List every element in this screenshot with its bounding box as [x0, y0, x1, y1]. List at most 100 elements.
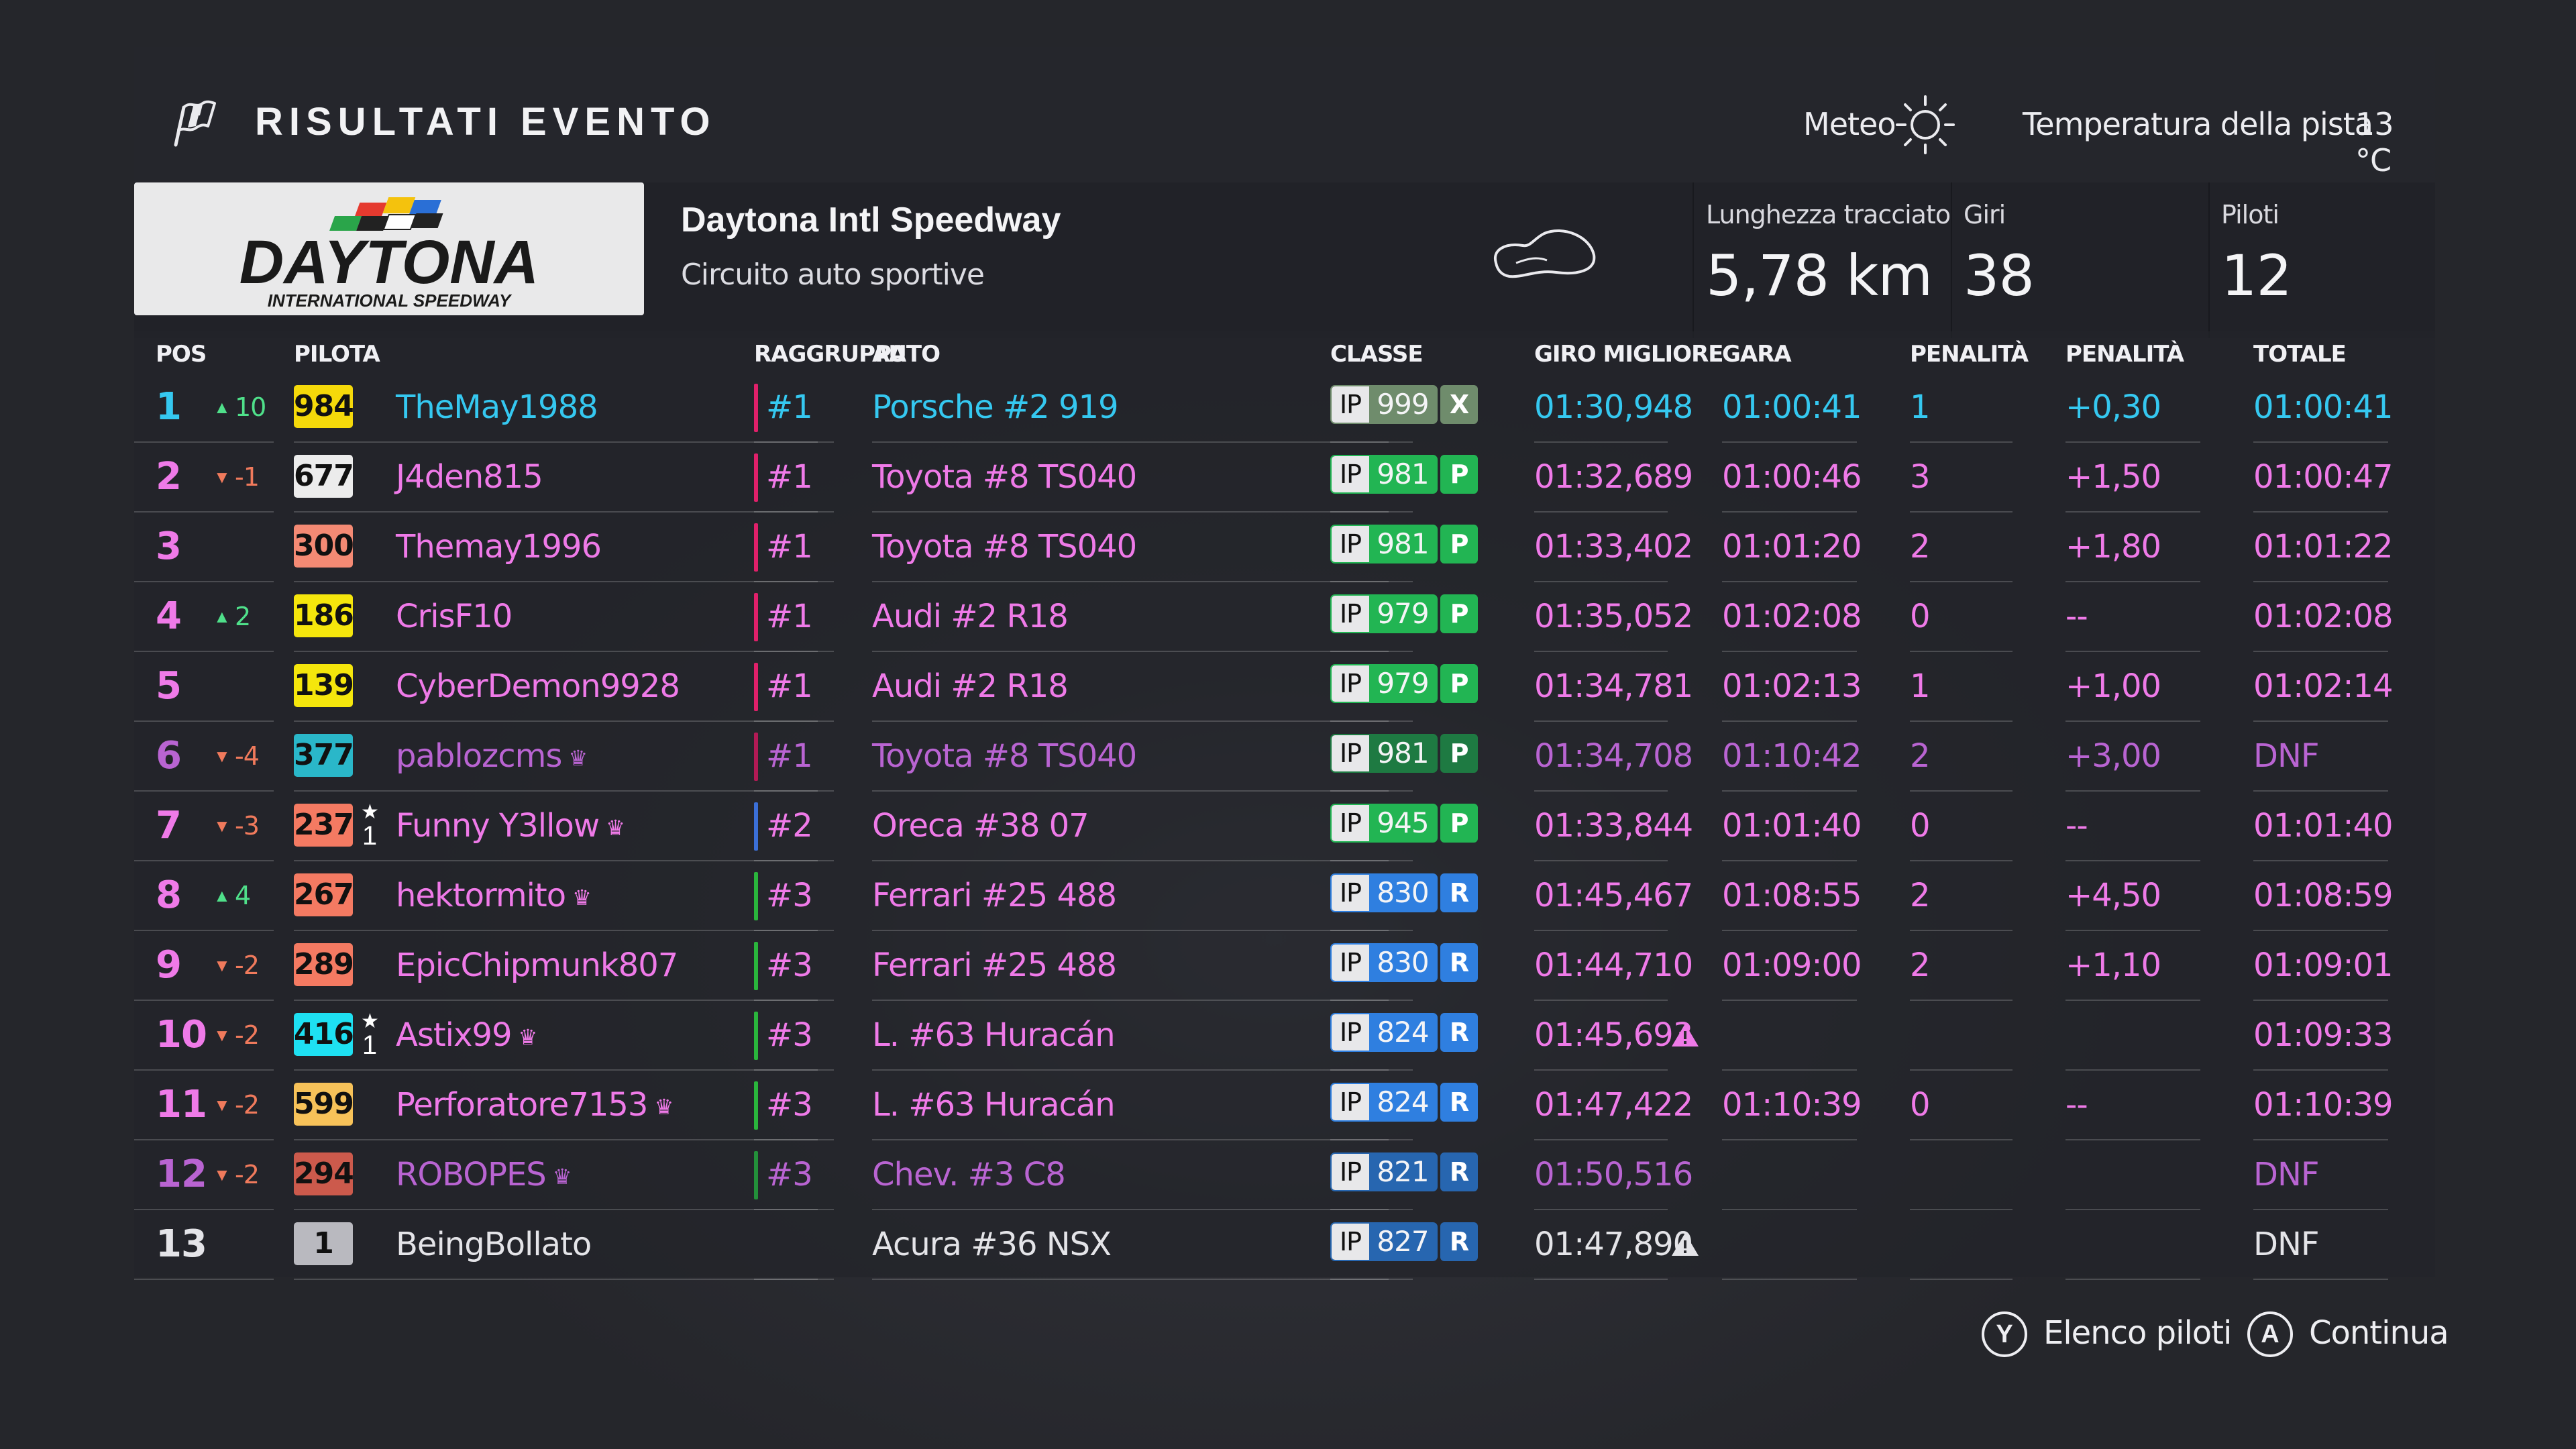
row-divider [1330, 511, 1389, 513]
position-change: -4 [235, 741, 260, 771]
driver-rating-badge: 237 [294, 804, 354, 847]
class-pi-value: 979 [1369, 596, 1436, 632]
driver-name: TheMay1988 [396, 373, 598, 441]
track-name: Daytona Intl Speedway [681, 201, 1061, 239]
group-color-bar [754, 593, 758, 641]
row-divider [1910, 720, 2012, 722]
class-letter: R [1440, 1083, 1478, 1122]
total-time: 01:08:59 [2253, 877, 2394, 914]
track-length-label: Lunghezza tracciato [1706, 200, 1951, 229]
sun-icon [1896, 95, 1955, 154]
row-divider [2253, 581, 2388, 582]
class-badge: IP 824 R [1330, 1083, 1478, 1124]
class-performance-index: IP 827 [1330, 1222, 1438, 1261]
driver-name: ROBOPES ♛ [396, 1140, 572, 1209]
class-pi-value: 979 [1369, 665, 1436, 702]
table-row[interactable]: 7 ▼ -3 237 ★ 1 Funny Y3llow ♛ #2 Oreca #38 07 IP 94… [134, 792, 2435, 861]
row-divider [1330, 1069, 1389, 1071]
class-pi-value: 945 [1369, 805, 1436, 841]
position-up-icon: ▲ [213, 885, 231, 906]
group-color-bar [754, 1012, 758, 1060]
best-lap-time: 01:47,890 [1534, 1226, 1693, 1263]
class-letter: P [1440, 664, 1478, 703]
logo-subtext: INTERNATIONAL SPEEDWAY [268, 290, 513, 311]
row-divider [754, 860, 818, 861]
table-row[interactable]: 8 ▲ 4 267 hektormito ♛ #3 Ferrari #25 488 IP 830 R… [134, 861, 2435, 931]
crown-icon: ♛ [552, 1164, 572, 1189]
driver-rating-badge: 294 [294, 1152, 354, 1195]
table-row[interactable]: 6 ▼ -4 377 pablozcms ♛ #1 Toyota #8 TS040 IP 981 P… [134, 722, 2435, 792]
position-down-icon: ▼ [213, 746, 231, 766]
row-divider [294, 651, 834, 652]
drivers-list-button[interactable]: Y Elenco piloti [1982, 1311, 2232, 1365]
row-divider [134, 720, 274, 722]
column-header-class: CLASSE [1330, 341, 1424, 368]
position-down-icon: ▼ [213, 1025, 231, 1045]
track-info-panel: DAYTONA INTERNATIONAL SPEEDWAY Daytona I… [134, 182, 2435, 338]
penalty-time: -- [2065, 1086, 2088, 1124]
driver-name-text: BeingBollato [396, 1226, 592, 1263]
row-divider [1910, 651, 2012, 652]
driver-name-text: Funny Y3llow [396, 807, 600, 845]
row-divider [1722, 581, 1857, 582]
driver-name-text: TheMay1988 [396, 388, 598, 426]
race-time: 01:01:20 [1722, 528, 1862, 566]
driver-name: Perforatore7153 ♛ [396, 1071, 674, 1139]
row-divider [2253, 651, 2388, 652]
row-divider [1330, 720, 1389, 722]
table-row[interactable]: 5 139 CyberDemon9928 #1 Audi #2 R18 IP 979 P 01:… [134, 652, 2435, 722]
table-row[interactable]: 13 1 BeingBollato Acura #36 NSX IP 827 R 01:47,… [134, 1210, 2435, 1280]
driver-name: pablozcms ♛ [396, 722, 588, 790]
table-row[interactable]: 4 ▲ 2 186 CrisF10 #1 Audi #2 R18 IP 979 P 01:35,05… [134, 582, 2435, 652]
class-ip-label: IP [1332, 526, 1369, 562]
group-number: #3 [766, 1086, 813, 1124]
row-divider [754, 1069, 818, 1071]
row-divider [2065, 511, 2200, 513]
race-time: 01:00:41 [1722, 388, 1862, 426]
table-row[interactable]: 2 ▼ -1 677 J4den815 #1 Toyota #8 TS040 IP 981 P 01… [134, 443, 2435, 513]
row-divider [294, 930, 834, 931]
table-row[interactable]: 3 300 Themay1996 #1 Toyota #8 TS040 IP 981 P 01:… [134, 513, 2435, 582]
position-number: 11 [156, 1083, 207, 1126]
car-name: Ferrari #25 488 [872, 947, 1117, 984]
row-divider [134, 860, 274, 861]
class-ip-label: IP [1332, 665, 1369, 702]
continue-button[interactable]: A Continua [2247, 1311, 2449, 1365]
penalty-count: 3 [1910, 458, 1931, 496]
row-divider [1722, 1279, 1857, 1280]
total-time: 01:00:47 [2253, 458, 2394, 496]
best-lap-time: 01:33,844 [1534, 807, 1693, 845]
driver-name-text: Perforatore7153 [396, 1086, 648, 1124]
total-time: 01:02:08 [2253, 598, 2394, 635]
group-color-bar [754, 384, 758, 432]
laps-value: 38 [1964, 243, 2035, 309]
row-divider [754, 581, 818, 582]
driver-rating-badge: 139 [294, 664, 354, 707]
row-divider [1910, 1000, 2012, 1001]
class-letter: R [1440, 1222, 1478, 1261]
page-title: RISULTATI EVENTO [255, 100, 716, 144]
group-color-bar [754, 523, 758, 572]
position-number: 2 [156, 455, 182, 498]
row-divider [294, 860, 834, 861]
class-performance-index: IP 999 [1330, 385, 1438, 424]
row-divider [754, 720, 818, 722]
driver-name-text: hektormito [396, 877, 566, 914]
crown-icon: ♛ [572, 885, 592, 910]
results-table: POS PILOTA RAGGRUPPA AUTO CLASSE GIRO MI… [134, 331, 2435, 1280]
penalty-count: 2 [1910, 737, 1931, 775]
rating-rank-icon: ★ [361, 1010, 379, 1032]
row-divider [1534, 930, 1668, 931]
table-row[interactable]: 9 ▼ -2 289 EpicChipmunk807 #3 Ferrari #25 488 I… [134, 931, 2435, 1001]
table-row[interactable]: 1 ▲ 10 984 TheMay1988 #1 Porsche #2 919 IP 999 X 0… [134, 373, 2435, 443]
driver-name: J4den815 [396, 443, 543, 511]
table-row[interactable]: 12 ▼ -2 294 ROBOPES ♛ #3 Chev. #3 C8 IP 821 R 01:50… [134, 1140, 2435, 1210]
drivers-count-label: Piloti [2221, 200, 2279, 229]
row-divider [134, 1069, 274, 1071]
driver-name-text: pablozcms [396, 737, 562, 775]
row-divider [1910, 511, 2012, 513]
table-row[interactable]: 11 ▼ -2 599 Perforatore7153 ♛ #3 L. #63 Huracán… [134, 1071, 2435, 1140]
column-header-race: GARA [1722, 341, 1792, 368]
table-row[interactable]: 10 ▼ -2 416 ★ 1 Astix99 ♛ #3 L. #63 Huracán IP 824 R… [134, 1001, 2435, 1071]
group-number: #3 [766, 877, 813, 914]
